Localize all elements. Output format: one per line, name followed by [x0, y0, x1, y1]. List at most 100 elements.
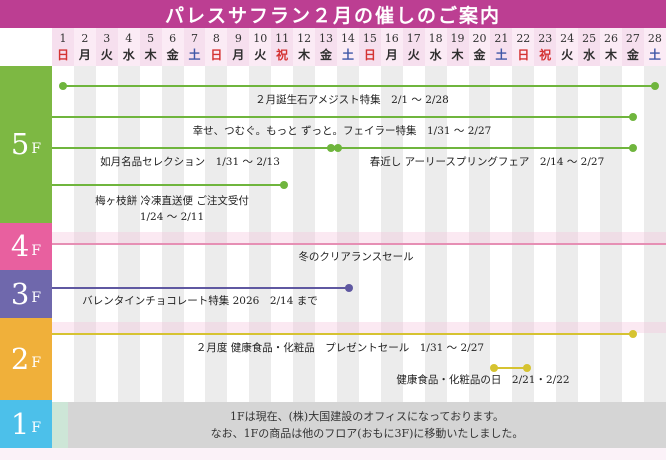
day-column-15: 15 日	[358, 28, 381, 66]
day-stripe	[315, 66, 337, 448]
day-stripe	[556, 66, 579, 448]
first-floor-notice-box: 1Fは現在、(株)大国建設のオフィスになっております。 なお、1Fの商品は他のフ…	[68, 402, 666, 448]
day-number: 3	[103, 32, 111, 45]
day-stripe	[621, 66, 644, 448]
day-stripe	[468, 66, 491, 448]
floor-number: 3	[10, 276, 30, 311]
day-of-week: 金	[166, 48, 179, 62]
day-number: 26	[604, 32, 618, 45]
floor-suffix: F	[31, 355, 42, 371]
day-number: 21	[494, 32, 509, 45]
day-number: 13	[319, 32, 334, 45]
day-column-13: 13 金	[315, 28, 337, 66]
day-number: 25	[582, 32, 597, 45]
day-column-12: 12 木	[293, 28, 316, 66]
day-of-week: 木	[144, 48, 157, 62]
day-column-16: 16 月	[380, 28, 403, 66]
bottom-margin-strip	[0, 448, 666, 460]
day-number: 17	[406, 32, 421, 45]
day-stripe	[402, 66, 425, 448]
day-column-17: 17 火	[402, 28, 425, 66]
day-number: 19	[450, 32, 465, 45]
day-number: 2	[81, 32, 89, 45]
day-number: 10	[253, 32, 268, 45]
day-number: 12	[297, 32, 312, 45]
poster-title-bar: パレスサフラン２月の催しのご案内	[0, 0, 666, 28]
day-stripe	[490, 66, 513, 448]
floor-suffix: F	[31, 290, 42, 306]
day-number: 9	[234, 32, 242, 45]
day-column-10: 10 火	[249, 28, 272, 66]
day-of-week: 水	[122, 48, 135, 62]
day-of-week: 月	[78, 48, 91, 62]
day-number: 7	[190, 32, 198, 45]
day-of-week: 祝	[276, 48, 289, 62]
day-of-week: 月	[232, 48, 245, 62]
floor-number: 1	[10, 406, 30, 441]
day-number: 6	[169, 32, 177, 45]
day-column-stripes	[52, 66, 666, 448]
day-of-week: 日	[210, 48, 223, 62]
day-of-week: 日	[517, 48, 530, 62]
day-of-week: 月	[385, 48, 398, 62]
day-number: 8	[212, 32, 220, 45]
day-number: 4	[125, 32, 133, 45]
day-of-week: 祝	[539, 48, 552, 62]
day-stripe	[578, 66, 601, 448]
day-stripe	[446, 66, 469, 448]
day-column-24: 24 火	[556, 28, 579, 66]
floor-suffix: F	[31, 420, 42, 436]
day-column-27: 27 金	[621, 28, 644, 66]
day-of-week: 土	[495, 48, 508, 62]
notice-accent-strip	[52, 402, 68, 448]
day-column-18: 18 水	[424, 28, 447, 66]
day-number: 18	[428, 32, 443, 45]
day-number: 14	[340, 32, 355, 45]
day-stripe	[534, 66, 557, 448]
day-of-week: 水	[429, 48, 442, 62]
day-number: 24	[560, 32, 575, 45]
day-of-week: 木	[605, 48, 618, 62]
day-number: 5	[147, 32, 155, 45]
day-stripe	[512, 66, 535, 448]
day-stripe	[380, 66, 403, 448]
day-number: 16	[384, 32, 399, 45]
day-stripe	[293, 66, 316, 448]
day-of-week: 土	[648, 48, 661, 62]
day-column-14: 14 土	[336, 28, 359, 66]
day-column-26: 26 木	[600, 28, 622, 66]
day-number: 27	[625, 32, 640, 45]
day-of-week: 火	[407, 48, 420, 62]
day-column-20: 20 金	[468, 28, 491, 66]
day-stripe	[643, 66, 666, 448]
day-of-week: 火	[561, 48, 574, 62]
floor-number: 5	[10, 127, 30, 161]
floor-suffix: F	[31, 140, 42, 157]
floor-suffix: F	[31, 242, 42, 259]
day-column-11: 11 祝	[271, 28, 294, 66]
day-stripe	[52, 66, 74, 448]
day-stripe	[249, 66, 272, 448]
day-number: 11	[275, 32, 290, 45]
calendar-day-header: 1 日 2 月 3 火 4 水 5 木 6 金 7 土 8 日 9 月 10 火 11 祝 12 木 13 金 14 土 15 日 16 月 1…	[52, 28, 666, 66]
day-of-week: 水	[583, 48, 596, 62]
notice-line-1: 1Fは現在、(株)大国建設のオフィスになっております。	[229, 410, 504, 423]
day-of-week: 土	[188, 48, 201, 62]
day-column-22: 22 日	[512, 28, 535, 66]
day-of-week: 金	[626, 48, 639, 62]
day-stripe	[358, 66, 381, 448]
day-number: 15	[362, 32, 377, 45]
day-column-28: 28 土	[643, 28, 666, 66]
day-of-week: 木	[298, 48, 311, 62]
poster-title: パレスサフラン２月の催しのご案内	[164, 4, 501, 27]
